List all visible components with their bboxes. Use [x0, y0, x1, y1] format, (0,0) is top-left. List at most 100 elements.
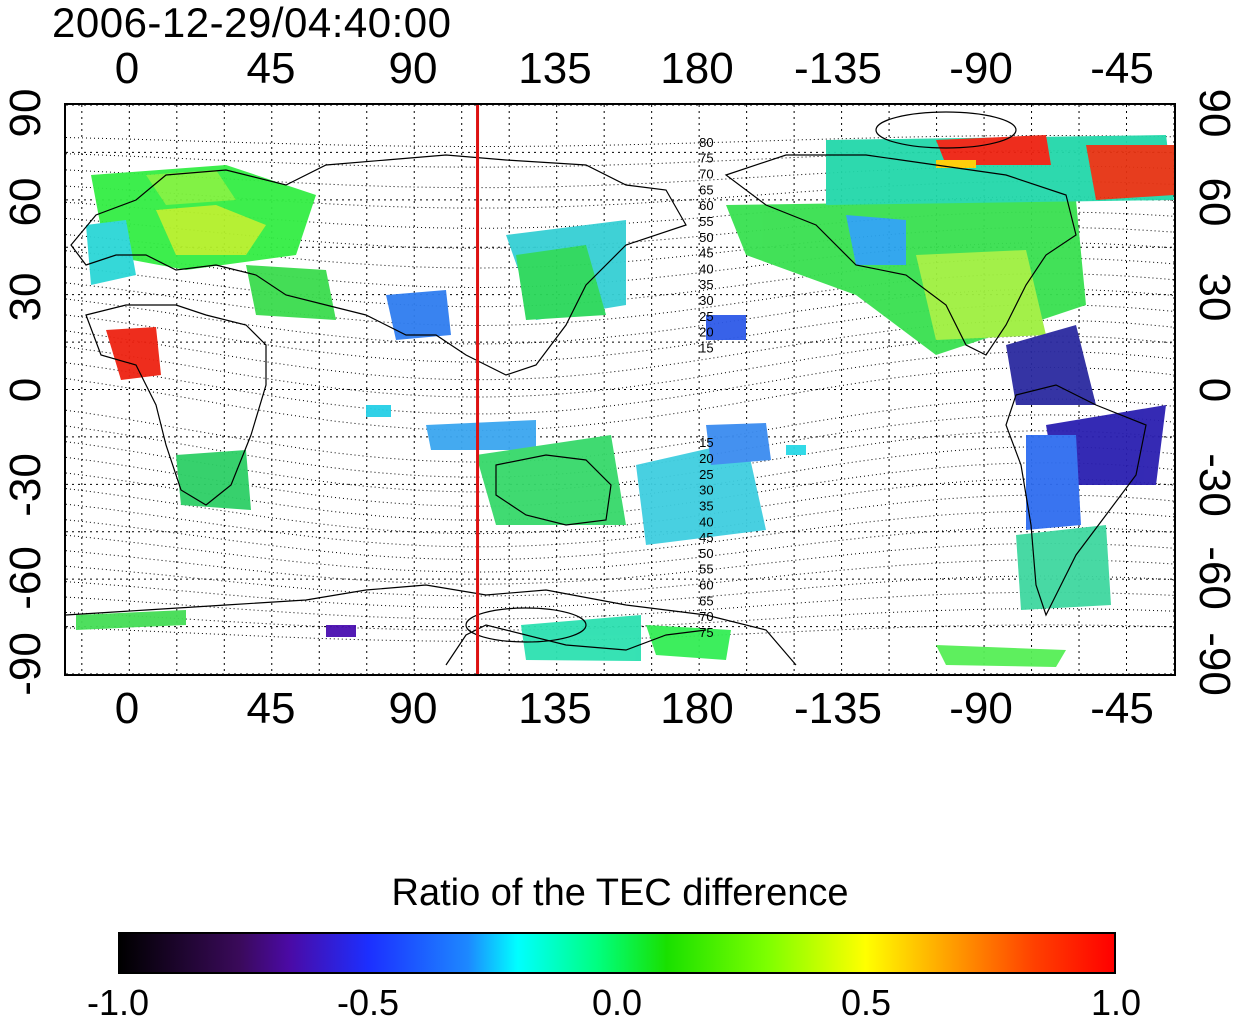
colorbar-tick-label: 0.0 [591, 982, 643, 1023]
bottom-lon-tick-label: 45 [246, 684, 296, 733]
right-lat-tick-label: 60 [1190, 177, 1239, 227]
contour-label: 55 [699, 562, 713, 577]
tec-patch-west-europe [86, 220, 136, 285]
top-lon-tick-label: -45 [1090, 44, 1154, 93]
coastline-antarctic-oval [465, 607, 587, 643]
tec-patch-china-blue [386, 290, 451, 340]
tec-patch-antarctica-west [76, 610, 186, 630]
right-lat-tick-label: 30 [1190, 272, 1239, 322]
bottom-lon-tick-label: -90 [949, 684, 1013, 733]
coastline-australia [495, 454, 612, 526]
bottom-lon-tick-label: 135 [518, 684, 592, 733]
right-lat-tick-label: -60 [1190, 546, 1239, 610]
contour-label: 65 [699, 593, 713, 608]
contour-label: 60 [699, 577, 713, 592]
tec-patch-dot [366, 405, 391, 417]
contour-label: 80 [699, 135, 713, 150]
coastline-eurasia [70, 154, 687, 376]
tec-patch-west-africa [106, 327, 161, 380]
contour-label: 75 [699, 151, 713, 166]
contour-line [66, 624, 1174, 642]
right-lat-tick-label: -90 [1190, 632, 1239, 696]
contour-label: 65 [699, 182, 713, 197]
tec-patch-antarctica-mid [646, 625, 731, 660]
world-map-plot: 8075706560555045403530252015152025303540… [66, 105, 1174, 674]
tec-patch-us-east [916, 250, 1046, 340]
coastline-south-america [1005, 384, 1147, 617]
contour-label: 40 [699, 514, 713, 529]
contour-label: 20 [699, 325, 713, 340]
tec-patch-arctic-mixed [826, 135, 1174, 205]
contour-label: 55 [699, 214, 713, 229]
contour-label: 30 [699, 293, 713, 308]
contour-line [66, 510, 1174, 561]
tec-patch-south-africa [176, 450, 251, 510]
tec-patch-antarctica-east [521, 615, 641, 661]
colorbar-tick-label: 0.5 [840, 982, 892, 1023]
top-lon-tick-label: 0 [114, 44, 140, 93]
left-lat-tick-label: 30 [1, 272, 50, 322]
tec-patch-dot [326, 625, 356, 637]
tec-patch-europe-core [156, 205, 266, 255]
contour-label-group: 8075706560555045403530252015152025303540… [699, 135, 713, 640]
tec-patch-dot [786, 445, 806, 455]
contour-label: 70 [699, 167, 713, 182]
tec-map-panel: 80 75 70 65 60 55 50 45 40 35 30 25 20 15 15 20 25 30 35 40… [64, 103, 1176, 676]
top-lon-tick-label: -90 [949, 44, 1013, 93]
tec-patch-antarctica-far [936, 645, 1066, 667]
tec-patch-nz-blue [706, 423, 771, 465]
colorbar-tick-label: 1.0 [1090, 982, 1142, 1023]
left-lat-tick-label: 60 [1, 177, 50, 227]
colorbar [118, 932, 1116, 974]
coastline-africa [85, 304, 267, 506]
colorbar-title: Ratio of the TEC difference [391, 872, 849, 914]
top-lon-tick-label: 90 [388, 44, 438, 93]
contour-label: 25 [699, 467, 713, 482]
tec-patch-alaska-blue [846, 215, 906, 265]
contour-line [66, 135, 1174, 147]
contour-line [66, 351, 1174, 415]
contour-label: 45 [699, 530, 713, 545]
coastline-antarctica [66, 584, 797, 666]
contour-line [66, 526, 1174, 573]
contour-label: 60 [699, 198, 713, 213]
tec-patch-japan [516, 245, 606, 320]
contour-line [66, 150, 1174, 168]
contour-label: 15 [699, 340, 713, 355]
tec-patch-arctic-red [936, 135, 1051, 165]
tec-patch-dot [936, 160, 976, 168]
timestamp-title: 2006-12-29/04:40:00 [52, 0, 452, 46]
coastline-greenland [875, 111, 1017, 149]
contour-label: 70 [699, 609, 713, 624]
bottom-lon-tick-label: 90 [388, 684, 438, 733]
contour-label: 40 [699, 261, 713, 276]
contour-label: 45 [699, 246, 713, 261]
tec-patch-new-zealand [636, 440, 766, 545]
contour-label: 20 [699, 451, 713, 466]
contour-line [66, 608, 1174, 631]
tec-patch-australia [476, 435, 626, 525]
colorbar-tick-label: -1.0 [86, 982, 150, 1023]
bottom-lon-tick-label: 180 [660, 684, 734, 733]
contour-line [66, 575, 1174, 609]
tec-patch-indonesia [426, 420, 536, 450]
contour-line [66, 591, 1174, 620]
top-lon-tick-label: 45 [246, 44, 296, 93]
contour-label: 50 [699, 546, 713, 561]
top-lon-tick-label: 180 [660, 44, 734, 93]
left-lat-tick-label: -90 [1, 632, 50, 696]
contour-label: 50 [699, 230, 713, 245]
top-lon-tick-label: 135 [518, 44, 592, 93]
contour-label: 35 [699, 498, 713, 513]
contour-line [66, 542, 1174, 585]
tec-patch-dot [706, 315, 746, 340]
tec-patch-south-america-blue [1026, 435, 1081, 530]
contour-label: 75 [699, 625, 713, 640]
left-lat-tick-label: -30 [1, 453, 50, 517]
colorbar-tick-label: -0.5 [336, 982, 400, 1023]
coastline-outlines [66, 111, 1147, 666]
tec-patch-middle-east [246, 265, 336, 320]
left-lat-tick-label: 90 [1, 88, 50, 138]
top-lon-tick-label: -135 [793, 44, 883, 93]
coastline-north-america [724, 154, 1077, 356]
